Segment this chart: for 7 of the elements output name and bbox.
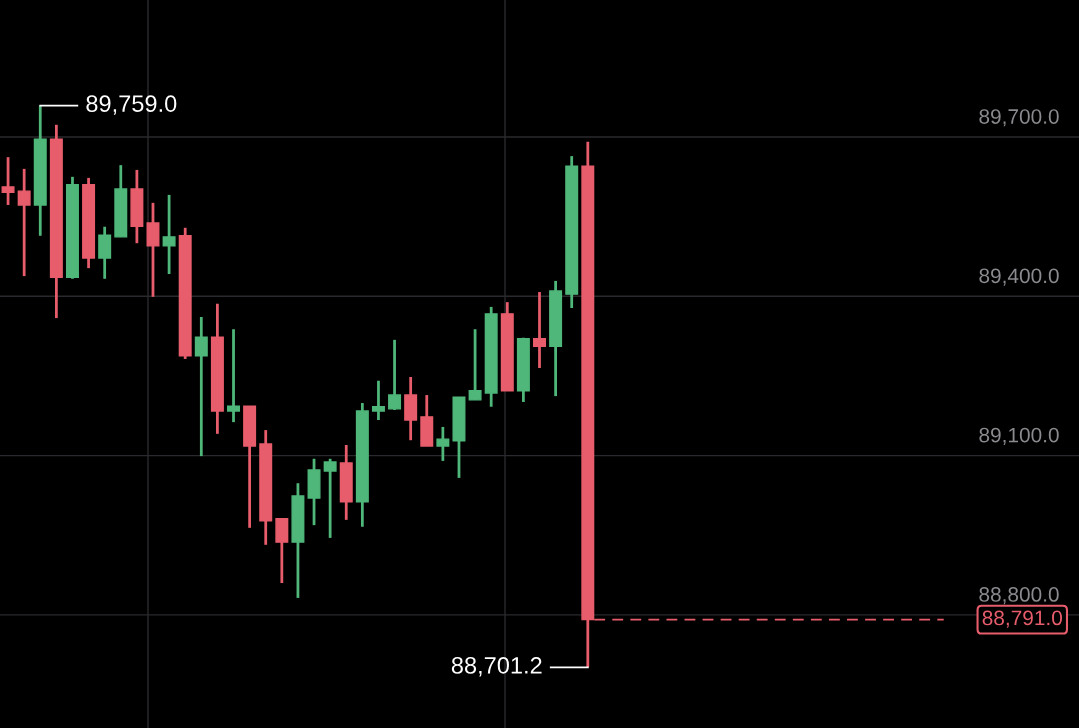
y-tick-label: 89,100.0 (979, 427, 1059, 445)
y-tick-label: 89,400.0 (979, 268, 1059, 286)
ref-line-label: 88,791.0 (982, 610, 1063, 628)
y-tick-label: 88,800.0 (979, 587, 1059, 605)
annotation: 89,759.0 (86, 95, 177, 115)
annotation: 88,701.2 (451, 656, 542, 677)
y-tick-label: 89,700.0 (979, 109, 1059, 127)
